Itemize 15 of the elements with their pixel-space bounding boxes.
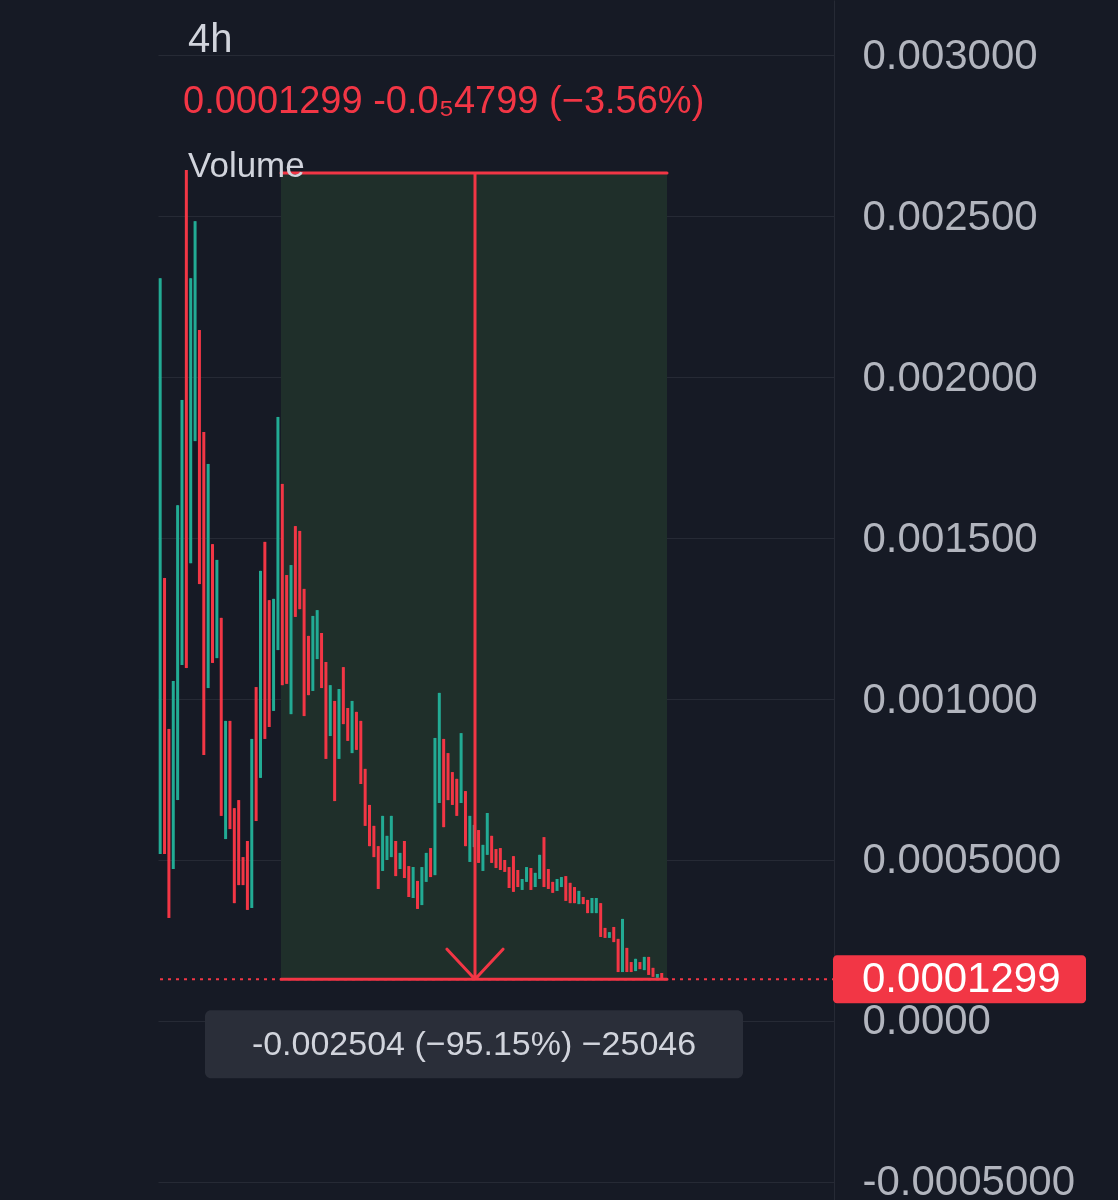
- candlestick: [529, 867, 533, 891]
- text: 0.0001299 -0.0₅4799 (−3.56%): [183, 79, 705, 121]
- y-tick-label: 0.002000: [862, 352, 1038, 400]
- y-tick-label: -0.0005000: [862, 1157, 1076, 1200]
- band-label: -0.002504 (−95.15%) −25046: [251, 1024, 697, 1063]
- y-tick-label: 0.0005000: [862, 835, 1062, 883]
- chart-title: 4h: [188, 16, 233, 60]
- annotation: Volume: [188, 145, 305, 184]
- y-tick-label: 0.003000: [862, 30, 1038, 78]
- y-tick-label: 0.002500: [862, 191, 1038, 239]
- y-tick-label: 0.001000: [862, 674, 1038, 722]
- candlestick: [498, 847, 502, 871]
- y-tick-label: 0.001500: [862, 513, 1038, 561]
- candlestick: [477, 829, 481, 864]
- candlestick: [546, 868, 550, 890]
